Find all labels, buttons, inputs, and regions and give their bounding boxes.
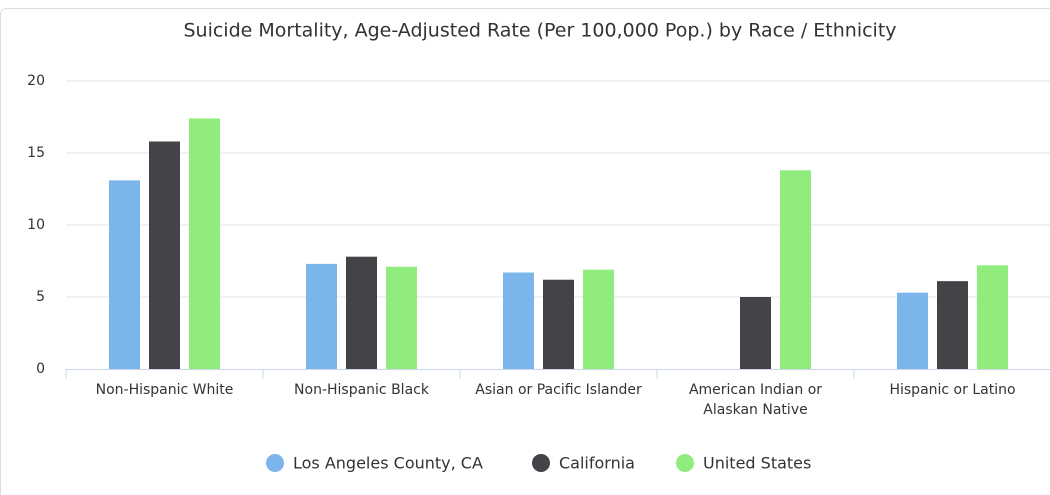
legend-swatch (676, 454, 694, 472)
bar (937, 281, 968, 369)
chart-title: Suicide Mortality, Age-Adjusted Rate (Pe… (183, 20, 896, 42)
bar (740, 297, 771, 369)
legend-label: Los Angeles County, CA (293, 454, 483, 473)
y-tick-label: 0 (36, 361, 45, 377)
legend-swatch (532, 454, 550, 472)
y-tick-label: 15 (27, 145, 45, 161)
bar (897, 292, 928, 369)
y-tick-label: 20 (27, 73, 45, 89)
bar (977, 265, 1008, 369)
bar (543, 279, 574, 369)
x-tick-label: Non-Hispanic Black (294, 382, 429, 398)
legend-swatch (266, 454, 284, 472)
x-tick-label: Hispanic or Latino (889, 382, 1016, 398)
bar (583, 269, 614, 369)
x-tick-label: Asian or Pacific Islander (475, 382, 642, 398)
x-tick-label: Non-Hispanic White (95, 382, 234, 398)
bar (109, 180, 140, 369)
bar (306, 263, 337, 369)
bar (346, 256, 377, 369)
legend-label: United States (703, 454, 811, 473)
bar (149, 141, 180, 369)
x-tick-label: American Indian or Alaskan Native (688, 382, 823, 418)
y-tick-label: 10 (27, 217, 45, 233)
bar (780, 170, 811, 369)
bar (386, 266, 417, 369)
bar (503, 272, 534, 369)
legend-label: California (559, 454, 635, 473)
bar (189, 118, 220, 369)
y-tick-label: 5 (36, 289, 45, 305)
